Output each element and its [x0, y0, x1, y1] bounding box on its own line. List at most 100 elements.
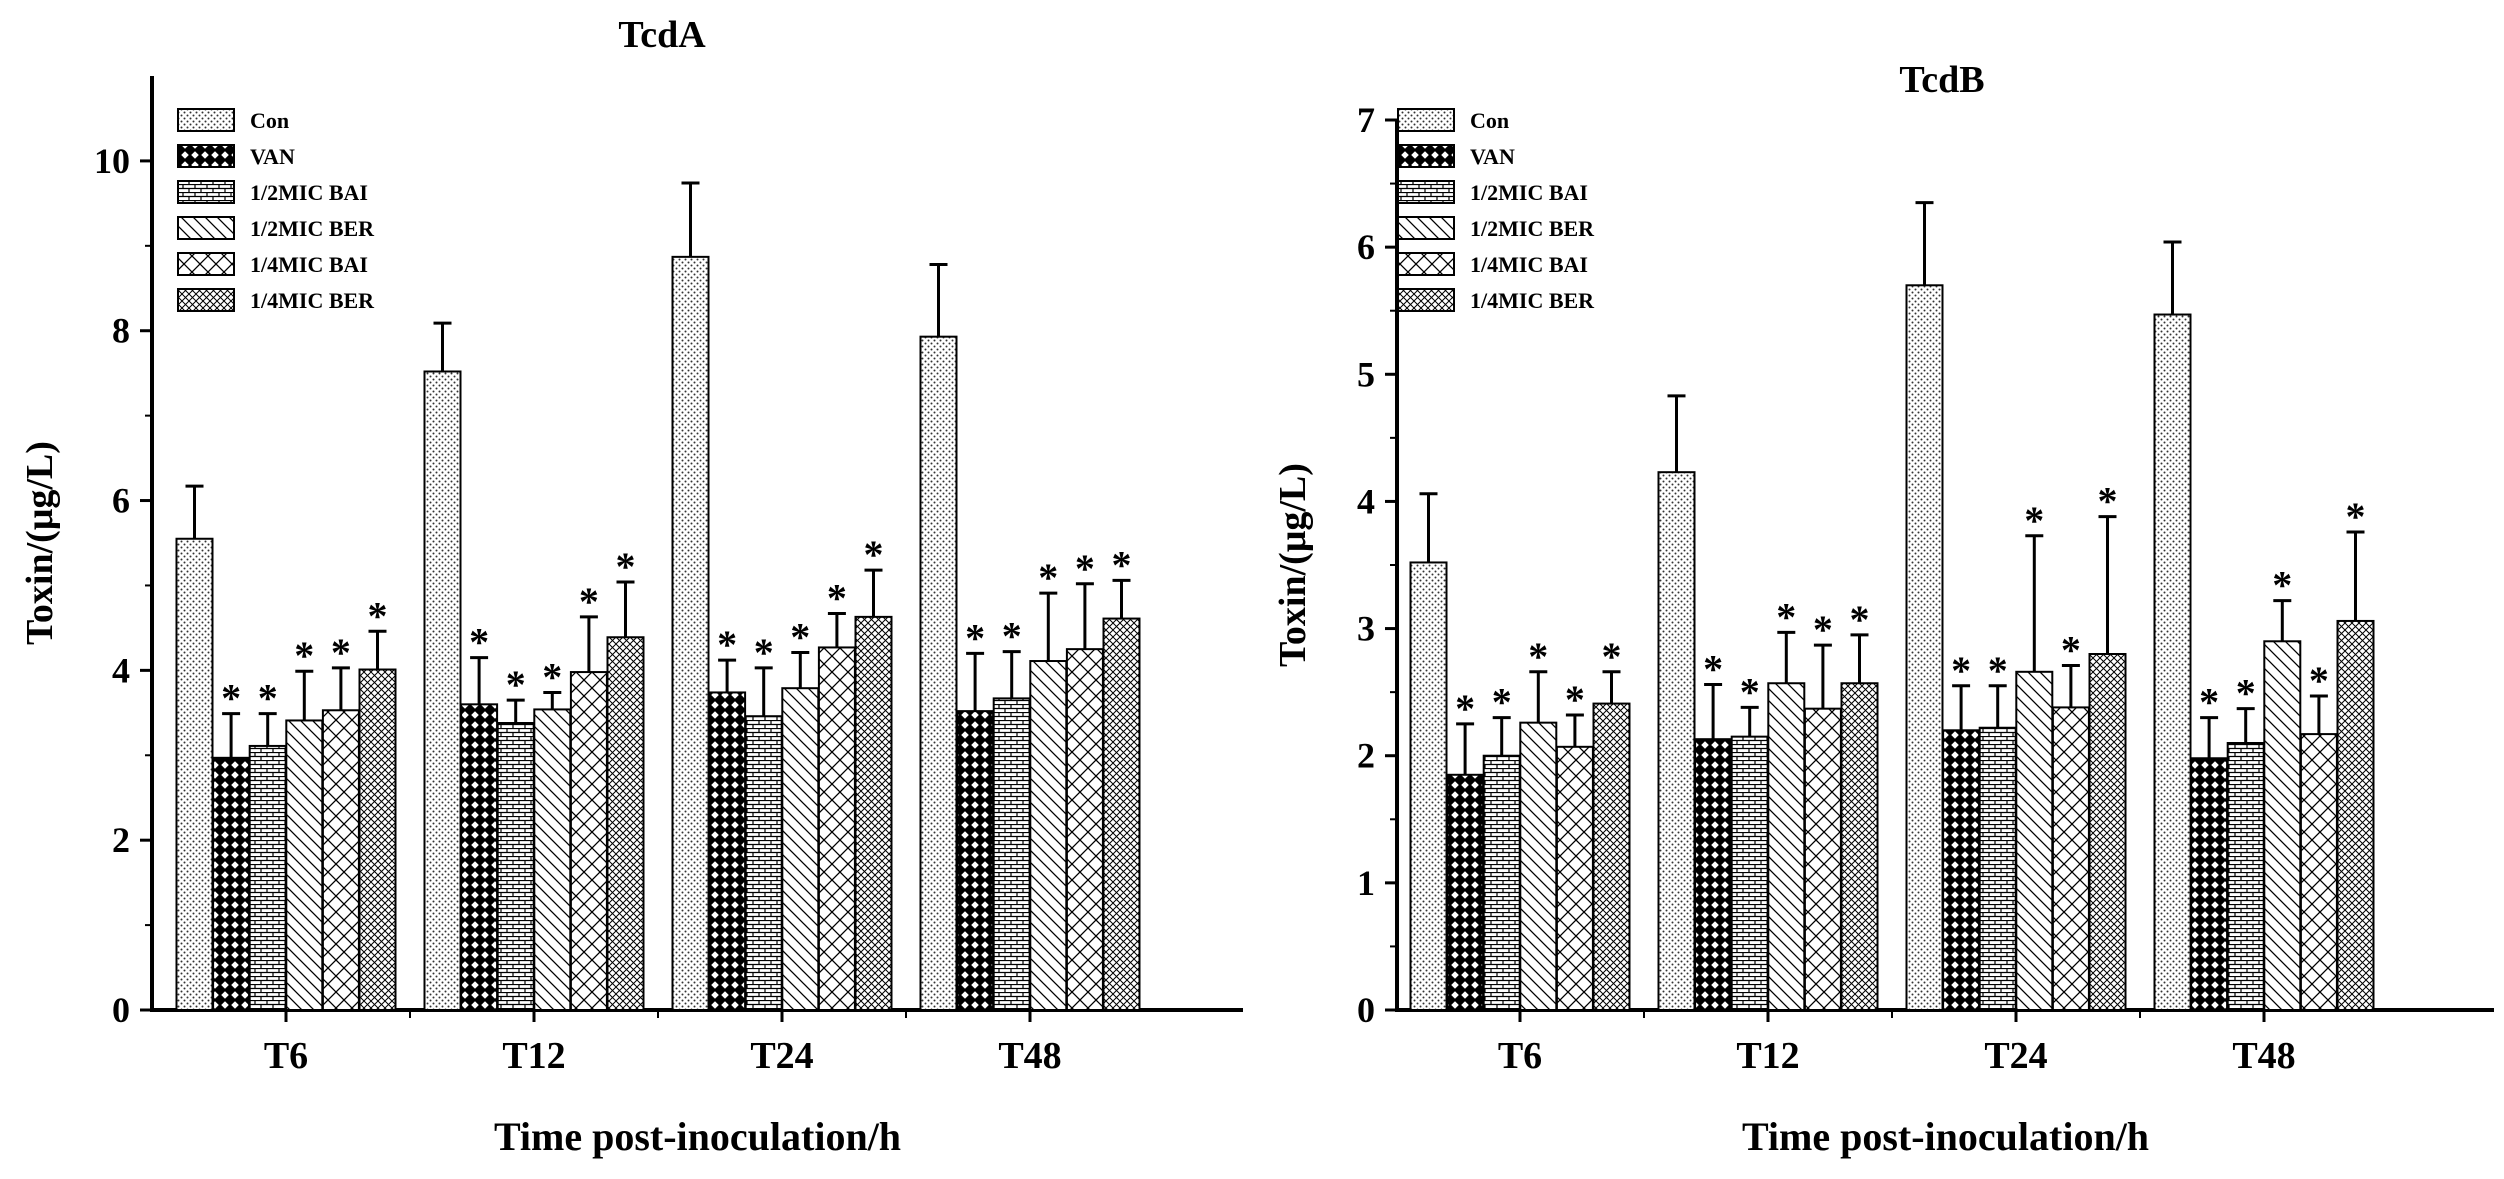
significance-asterisk: * — [1740, 669, 1760, 714]
y-tick-label: 5 — [1357, 354, 1375, 394]
bar-1-2mic-bai-t12 — [1730, 735, 1769, 1012]
bar-van-t6 — [1446, 773, 1485, 1011]
significance-asterisk: * — [1850, 597, 1870, 642]
x-tick-label: T12 — [502, 1035, 565, 1077]
significance-asterisk: * — [754, 630, 774, 675]
significance-asterisk: * — [864, 532, 884, 577]
bar-1-4mic-bai-t48 — [1065, 648, 1104, 1011]
significance-asterisk: * — [221, 676, 241, 721]
bar-con-t48 — [2153, 313, 2192, 1011]
legend-swatch — [177, 288, 235, 312]
x-tick-label: T6 — [1498, 1035, 1542, 1077]
significance-asterisk: * — [506, 662, 526, 707]
y-tick-label: 2 — [112, 820, 130, 860]
legend-label: 1/2MIC BER — [1470, 216, 1595, 241]
chart-title: TcdA — [618, 14, 706, 56]
bar-1-2mic-bai-t48 — [992, 697, 1031, 1011]
bar-1-2mic-ber-t6 — [1519, 721, 1558, 1012]
y-tick-label: 3 — [1357, 609, 1375, 649]
bar-1-2mic-ber-t48 — [2263, 640, 2302, 1011]
legend-swatch — [177, 252, 235, 276]
legend-swatch — [1397, 144, 1455, 168]
legend: Con VAN 1/2MIC BAI 1/2MIC BER 1/4MIC BAI 1/4M… — [177, 108, 375, 313]
significance-asterisk: * — [1602, 634, 1622, 679]
bar-con-t12 — [423, 370, 462, 1011]
x-tick-label: T6 — [264, 1035, 308, 1077]
significance-asterisk: * — [827, 575, 847, 620]
x-tick-label: T24 — [1984, 1035, 2047, 1077]
bar-1-4mic-bai-t6 — [321, 709, 360, 1012]
significance-asterisk: * — [1988, 648, 2008, 693]
significance-asterisk: * — [2098, 479, 2118, 524]
significance-asterisk: * — [616, 544, 636, 589]
significance-asterisk: * — [1112, 542, 1132, 587]
bar-1-2mic-ber-t24 — [2015, 670, 2054, 1011]
legend-label: 1/4MIC BAI — [250, 252, 368, 277]
significance-asterisk: * — [2272, 563, 2292, 608]
bar-1-2mic-bai-t24 — [744, 715, 783, 1011]
bar-1-4mic-bai-t48 — [2299, 733, 2338, 1011]
bar-1-2mic-bai-t24 — [1978, 726, 2017, 1011]
significance-asterisk: * — [2236, 671, 2256, 716]
y-axis-label: Toxin/(μg/L) — [19, 441, 61, 645]
y-axis-label: Toxin/(μg/L) — [1272, 463, 1314, 667]
bar-van-t12 — [1694, 738, 1733, 1012]
legend-label: 1/4MIC BER — [250, 288, 375, 313]
significance-asterisk: * — [2309, 658, 2329, 703]
y-tick-label: 6 — [112, 481, 130, 521]
legend: Con VAN 1/2MIC BAI 1/2MIC BER 1/4MIC BAI 1/4M… — [1397, 108, 1595, 313]
bar-van-t48 — [956, 710, 995, 1011]
significance-asterisk: * — [469, 620, 489, 665]
y-tick-label: 0 — [112, 990, 130, 1030]
x-tick-label: T48 — [998, 1035, 1061, 1077]
legend-swatch — [1397, 216, 1455, 240]
significance-asterisk: * — [1038, 555, 1058, 600]
y-tick-label: 0 — [1357, 990, 1375, 1030]
legend-swatch — [1397, 180, 1455, 204]
x-axis-label: Time post-inoculation/h — [494, 1114, 901, 1159]
x-tick-label: T48 — [2232, 1035, 2295, 1077]
bar-1-2mic-ber-t48 — [1029, 660, 1068, 1011]
significance-asterisk: * — [1951, 648, 1971, 693]
significance-asterisk: * — [1002, 614, 1022, 659]
significance-asterisk: * — [294, 633, 314, 678]
bar-con-t24 — [1905, 284, 1944, 1011]
y-tick-label: 4 — [112, 650, 130, 690]
bar-con-t24 — [671, 255, 710, 1011]
bar-1-4mic-bai-t12 — [1803, 707, 1842, 1012]
significance-asterisk: * — [542, 654, 562, 699]
bar-1-4mic-bai-t6 — [1555, 745, 1594, 1011]
bar-1-4mic-ber-t12 — [1840, 682, 1879, 1011]
bar-1-4mic-ber-t6 — [358, 668, 397, 1011]
bar-1-4mic-ber-t48 — [1102, 617, 1141, 1011]
bar-1-2mic-ber-t6 — [285, 719, 324, 1012]
significance-asterisk: * — [965, 615, 985, 660]
x-tick-label: T12 — [1736, 1035, 1799, 1077]
x-axis-label: Time post-inoculation/h — [1742, 1114, 2149, 1159]
significance-asterisk: * — [717, 622, 737, 667]
bar-1-2mic-ber-t12 — [533, 708, 572, 1011]
bar-van-t12 — [460, 703, 499, 1011]
bar-1-4mic-ber-t12 — [606, 636, 645, 1011]
significance-asterisk: * — [1813, 607, 1833, 652]
bar-1-4mic-ber-t24 — [854, 615, 893, 1011]
legend-swatch — [1397, 252, 1455, 276]
x-tick-label: T24 — [750, 1035, 813, 1077]
y-tick-label: 7 — [1357, 100, 1375, 140]
significance-asterisk: * — [1075, 546, 1095, 591]
bar-con-t6 — [175, 537, 214, 1011]
chart-title: TcdB — [1899, 59, 1984, 101]
legend-label: VAN — [1470, 144, 1515, 169]
significance-asterisk: * — [1455, 686, 1475, 731]
y-tick-label: 6 — [1357, 227, 1375, 267]
bar-van-t48 — [2190, 757, 2229, 1011]
bar-con-t48 — [919, 335, 958, 1011]
bar-1-2mic-bai-t6 — [248, 744, 287, 1011]
significance-asterisk: * — [2346, 494, 2366, 539]
legend-swatch — [177, 180, 235, 204]
bar-1-4mic-ber-t48 — [2336, 619, 2375, 1011]
significance-asterisk: * — [258, 676, 278, 721]
significance-asterisk: * — [1776, 594, 1796, 639]
bar-van-t24 — [1942, 729, 1981, 1011]
y-tick-label: 1 — [1357, 863, 1375, 903]
